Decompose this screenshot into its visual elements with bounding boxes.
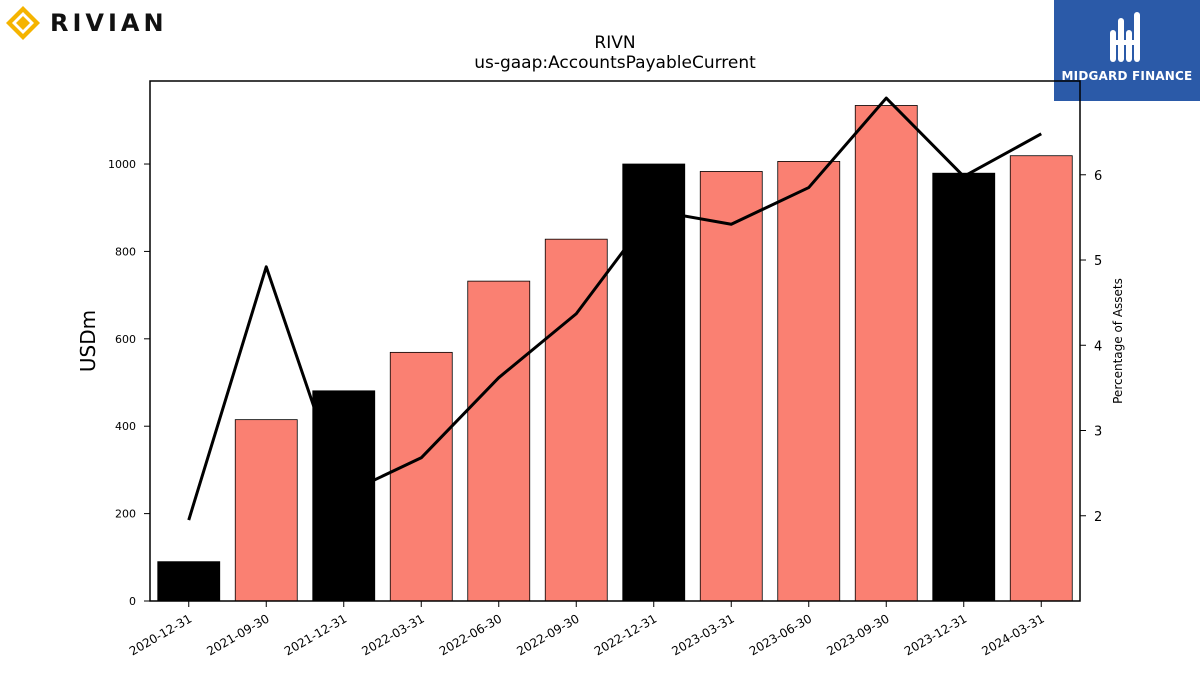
bar-series <box>157 105 1073 602</box>
bar-2022-06-30 <box>467 280 531 602</box>
rivian-diamond-icon <box>6 6 40 40</box>
percentage-line-series <box>187 96 1042 521</box>
bar-2023-06-30 <box>777 161 841 602</box>
y-tick-label: 600 <box>115 333 136 346</box>
x-tick-label: 2021-12-31 <box>282 611 349 658</box>
y-tick-label: 400 <box>115 420 136 433</box>
bar-2023-12-31 <box>932 172 996 602</box>
y2-tick-label: 5 <box>1094 254 1102 269</box>
y-axis-right: 2 3 4 5 6 <box>1080 169 1102 525</box>
y2-tick-label: 2 <box>1094 510 1102 525</box>
bar-2020-12-31 <box>157 561 221 602</box>
y2-tick-label: 4 <box>1094 339 1102 354</box>
x-axis: 2020-12-31 2021-09-30 2021-12-31 2022-03-31… <box>127 601 1047 658</box>
bar-2022-12-31 <box>622 163 686 602</box>
bar-2022-03-31 <box>389 351 453 602</box>
rivian-logo: RIVIAN <box>4 4 194 42</box>
x-tick-label: 2022-09-30 <box>514 611 581 658</box>
chart-title: RIVN <box>594 33 635 53</box>
bar-2021-09-30 <box>234 419 298 602</box>
x-tick-label: 2020-12-31 <box>127 611 194 658</box>
percentage-line <box>187 96 1042 521</box>
midgard-emblem-icon <box>1110 12 1140 62</box>
bar-2023-03-31 <box>699 171 763 602</box>
y-axis-label: USDm <box>76 310 100 372</box>
midgard-wordmark: MIDGARD FINANCE <box>1061 69 1193 83</box>
y-tick-label: 0 <box>129 595 136 608</box>
x-tick-label: 2023-06-30 <box>747 611 814 658</box>
y2-axis-label: Percentage of Assets <box>1111 278 1125 404</box>
y2-tick-label: 6 <box>1094 169 1102 184</box>
y-tick-label: 800 <box>115 245 136 258</box>
y-tick-label: 200 <box>115 508 136 521</box>
bar-2023-09-30 <box>854 105 918 602</box>
y-axis-left: 0 200 400 600 800 1000 <box>108 158 150 608</box>
midgard-finance-logo: MIDGARD FINANCE <box>1054 0 1200 101</box>
x-tick-label: 2022-12-31 <box>592 611 659 658</box>
plot-frame <box>149 80 1081 602</box>
y-tick-label: 1000 <box>108 158 136 171</box>
rivian-wordmark: RIVIAN <box>50 9 168 37</box>
x-tick-label: 2023-09-30 <box>824 611 891 658</box>
x-tick-label: 2023-03-31 <box>669 611 736 658</box>
bar-2022-09-30 <box>544 238 608 602</box>
x-tick-label: 2022-03-31 <box>359 611 426 658</box>
y2-tick-label: 3 <box>1094 425 1102 440</box>
x-tick-label: 2022-06-30 <box>437 611 504 658</box>
x-tick-label: 2024-03-31 <box>979 611 1046 658</box>
chart-subtitle: us-gaap:AccountsPayableCurrent <box>474 53 756 73</box>
x-tick-label: 2023-12-31 <box>902 611 969 658</box>
x-tick-label: 2021-09-30 <box>204 611 271 658</box>
bar-2024-03-31 <box>1009 155 1073 602</box>
